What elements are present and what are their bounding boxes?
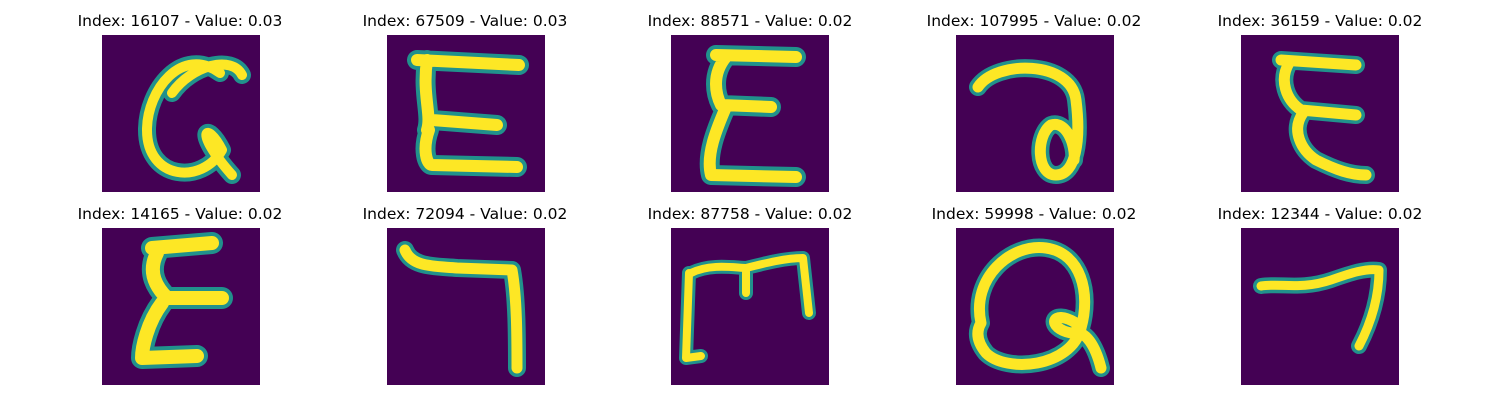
glyph-image — [407, 50, 529, 177]
digit-image-tile — [1241, 228, 1399, 385]
cell-title: Index: 67509 - Value: 0.03 — [362, 12, 568, 30]
cell-title: Index: 36159 - Value: 0.02 — [1217, 12, 1423, 30]
glyph-image — [699, 45, 806, 187]
cell-title: Index: 14165 - Value: 0.02 — [77, 205, 283, 223]
digit-image-tile — [102, 228, 260, 385]
digit-image-tile — [102, 35, 260, 192]
digit-image-tile — [1241, 35, 1399, 192]
digit-image-tile — [671, 35, 829, 192]
glyph-image — [138, 55, 251, 184]
digit-image-tile — [671, 228, 829, 385]
cell-title: Index: 87758 - Value: 0.02 — [647, 205, 853, 223]
digit-image-tile — [956, 35, 1114, 192]
digit-image-tile — [387, 228, 545, 385]
cell-title: Index: 72094 - Value: 0.02 — [362, 205, 568, 223]
glyph-image — [1272, 51, 1375, 184]
glyph-image — [968, 238, 1110, 377]
glyph-image — [396, 241, 526, 377]
cell-title: Index: 107995 - Value: 0.02 — [926, 12, 1142, 30]
glyph-image — [131, 232, 233, 369]
glyph-image — [679, 251, 816, 365]
cell-title: Index: 59998 - Value: 0.02 — [931, 205, 1137, 223]
cell-title: Index: 16107 - Value: 0.03 — [77, 12, 283, 30]
glyph-image — [1253, 261, 1387, 354]
digit-image-tile — [387, 35, 545, 192]
cell-title: Index: 12344 - Value: 0.02 — [1217, 205, 1423, 223]
digit-image-tile — [956, 228, 1114, 385]
glyph-image — [969, 59, 1087, 184]
glyph-strokes — [138, 55, 251, 184]
cell-title: Index: 88571 - Value: 0.02 — [647, 12, 853, 30]
